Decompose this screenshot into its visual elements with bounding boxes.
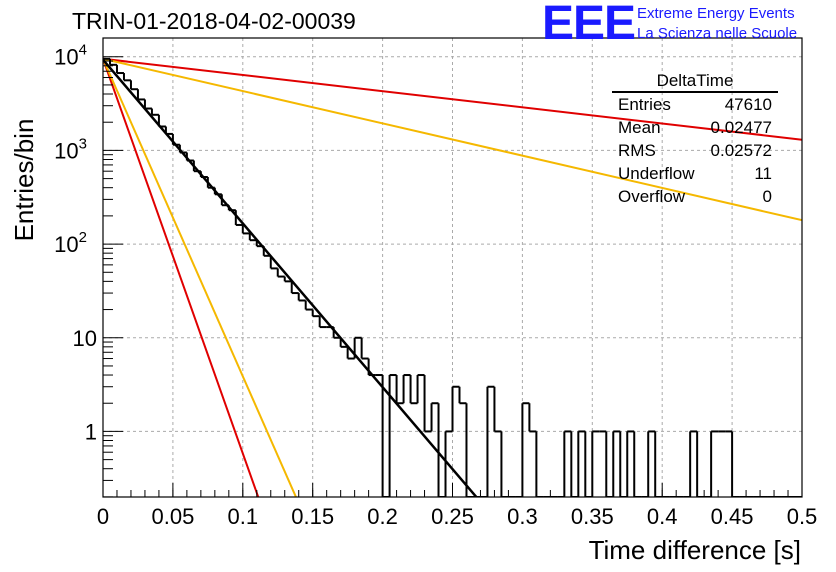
plot-title: TRIN-01-2018-04-02-00039 bbox=[72, 8, 356, 34]
x-tick-label: 0.4 bbox=[647, 504, 678, 529]
stats-label: Mean bbox=[618, 118, 661, 137]
y-tick-label: 1 bbox=[85, 419, 97, 444]
reference-curve-orange bbox=[103, 57, 802, 222]
y-tick-label: 104 bbox=[54, 42, 87, 70]
stats-box: DeltaTime Entries 47610 Mean 0.02477 RMS 0.… bbox=[612, 70, 778, 208]
y-tick-label: 103 bbox=[54, 135, 87, 163]
fit-line bbox=[103, 58, 478, 497]
x-tick-label: 0.1 bbox=[228, 504, 259, 529]
brand-line-1: Extreme Energy Events bbox=[637, 5, 795, 22]
y-tick-label: 10 bbox=[73, 326, 97, 351]
x-tick-label: 0 bbox=[97, 504, 109, 529]
reference-curve-orange bbox=[103, 58, 297, 497]
stats-label: RMS bbox=[618, 141, 656, 160]
reference-curve-red bbox=[103, 57, 802, 141]
stats-value: 0 bbox=[762, 187, 772, 206]
x-tick-label: 0.25 bbox=[431, 504, 474, 529]
stats-row-entries: Entries 47610 bbox=[612, 93, 778, 116]
stats-value: 0.02477 bbox=[710, 118, 772, 137]
x-tick-label: 0.45 bbox=[711, 504, 754, 529]
stats-label: Entries bbox=[618, 95, 671, 114]
brand-text: Extreme Energy Events La Scienza nelle S… bbox=[637, 4, 797, 44]
x-axis-label: Time difference [s] bbox=[589, 535, 801, 565]
x-tick-label: 0.2 bbox=[367, 504, 398, 529]
x-tick-label: 0.15 bbox=[291, 504, 334, 529]
x-tick-label: 0.05 bbox=[151, 504, 194, 529]
eee-logo: EEE bbox=[542, 0, 636, 50]
stats-title: DeltaTime bbox=[612, 70, 778, 93]
grid-lines bbox=[103, 38, 802, 497]
histogram-bins bbox=[103, 57, 802, 497]
stats-row-mean: Mean 0.02477 bbox=[612, 116, 778, 139]
stats-row-underflow: Underflow 11 bbox=[612, 162, 778, 185]
fit-curve bbox=[103, 58, 478, 497]
x-tick-label: 0.5 bbox=[787, 504, 818, 529]
stats-value: 11 bbox=[754, 164, 772, 183]
stats-value: 47610 bbox=[724, 95, 772, 114]
y-axis-label: Entries/bin bbox=[9, 119, 39, 242]
stats-label: Underflow bbox=[618, 164, 695, 183]
stats-row-overflow: Overflow 0 bbox=[612, 185, 778, 208]
x-tick-label: 0.3 bbox=[507, 504, 538, 529]
stats-row-rms: RMS 0.02572 bbox=[612, 139, 778, 162]
reference-curves bbox=[103, 57, 802, 497]
y-tick-label: 102 bbox=[54, 229, 87, 257]
reference-curve-red bbox=[103, 58, 260, 497]
stats-label: Overflow bbox=[618, 187, 686, 206]
axes: 0 0.05 0.1 0.15 0.2 0.25 0.3 0.35 0.4 0.45 0.51101… bbox=[54, 42, 817, 529]
x-tick-label: 0.35 bbox=[571, 504, 614, 529]
stats-value: 0.02572 bbox=[710, 141, 772, 160]
brand-line-2: La Scienza nelle Scuole bbox=[637, 25, 798, 42]
